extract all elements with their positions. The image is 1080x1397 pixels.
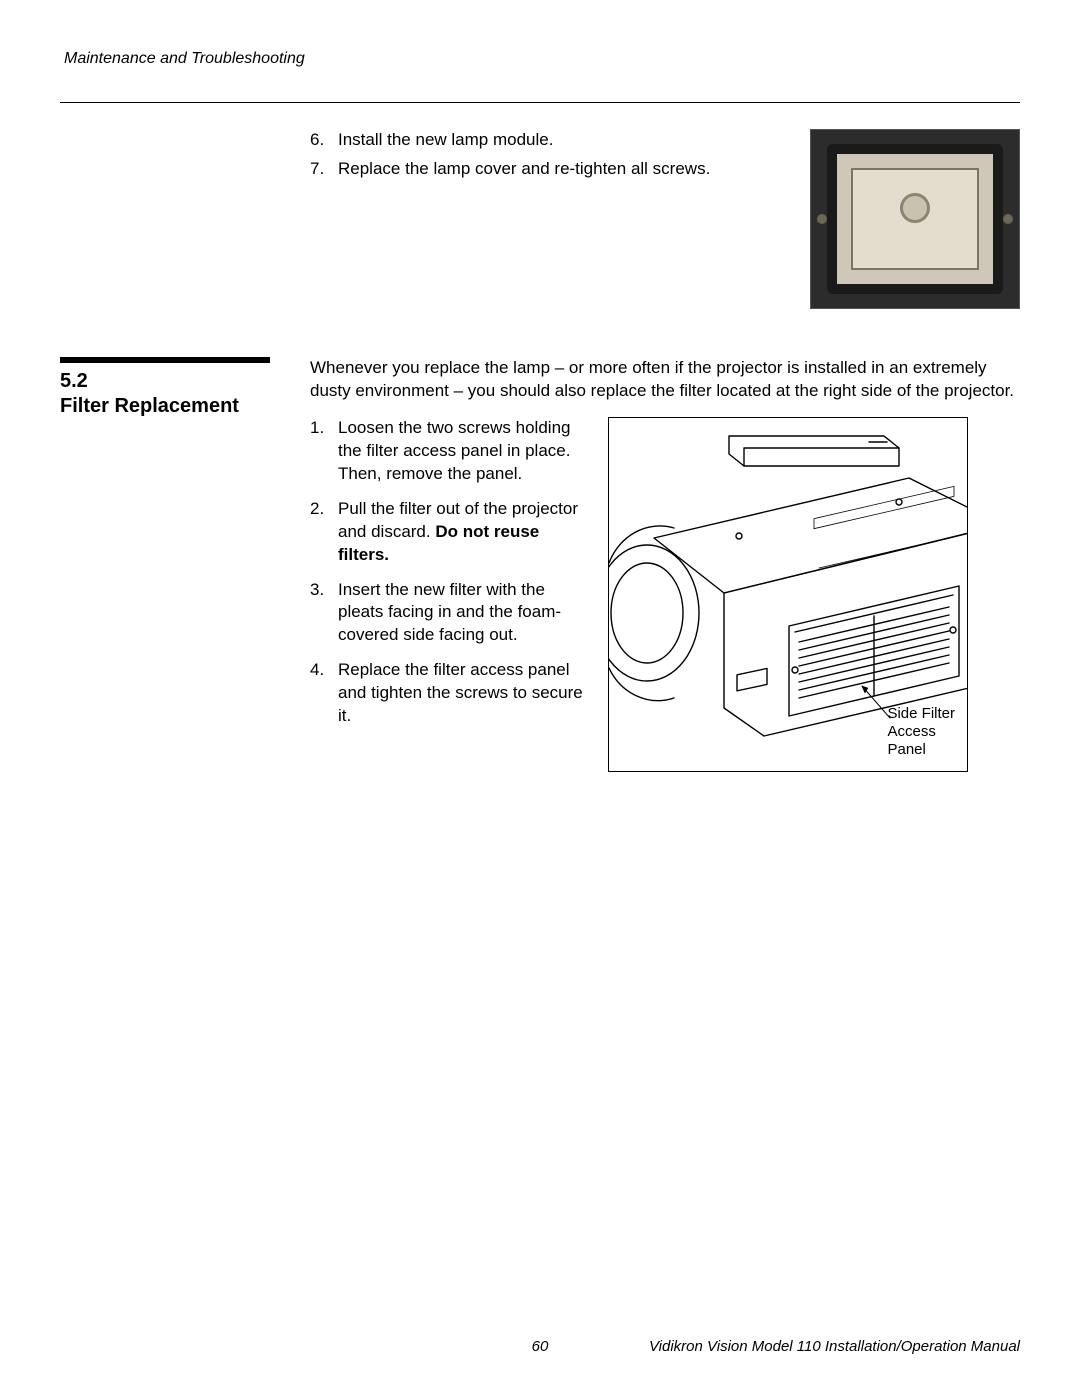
- projector-diagram: Side Filter Access Panel: [608, 417, 968, 772]
- step-text: Install the new lamp module.: [338, 129, 792, 152]
- top-rule: [60, 102, 1020, 103]
- section-row: 5.2 Filter Replacement Whenever you repl…: [60, 357, 1020, 772]
- footer-title: Vidikron Vision Model 110 Installation/O…: [649, 1338, 1020, 1355]
- step-number: 1.: [310, 417, 338, 486]
- page-footer: 60 Vidikron Vision Model 110 Installatio…: [60, 1338, 1020, 1355]
- section-body-col: Whenever you replace the lamp – or more …: [310, 357, 1020, 772]
- step-text: Loosen the two screws holding the filter…: [338, 417, 590, 486]
- list-item: 3. Insert the new filter with the pleats…: [310, 579, 590, 648]
- step-text: Replace the lamp cover and re-tighten al…: [338, 158, 792, 181]
- step-number: 3.: [310, 579, 338, 648]
- diagram-callout-label: Side Filter Access Panel: [887, 705, 955, 759]
- step-number: 6.: [310, 129, 338, 152]
- lamp-steps-col: 6. Install the new lamp module. 7. Repla…: [310, 129, 1020, 309]
- lamp-steps-list: 6. Install the new lamp module. 7. Repla…: [310, 129, 792, 187]
- list-item: 7. Replace the lamp cover and re-tighten…: [310, 158, 792, 181]
- filter-steps-list: 1. Loosen the two screws holding the fil…: [310, 417, 590, 728]
- step-text: Insert the new filter with the pleats fa…: [338, 579, 590, 648]
- list-item: 2. Pull the filter out of the projector …: [310, 498, 590, 567]
- page: Maintenance and Troubleshooting 6. Insta…: [0, 0, 1080, 1397]
- step-text: Pull the filter out of the projector and…: [338, 498, 590, 567]
- step-number: 2.: [310, 498, 338, 567]
- list-item: 4. Replace the filter access panel and t…: [310, 659, 590, 728]
- section-title: Filter Replacement: [60, 394, 290, 419]
- section-heading-col: 5.2 Filter Replacement: [60, 357, 290, 419]
- section-number: 5.2: [60, 369, 290, 394]
- page-number: 60: [532, 1338, 549, 1355]
- step-number: 4.: [310, 659, 338, 728]
- list-item: 6. Install the new lamp module.: [310, 129, 792, 152]
- list-item: 1. Loosen the two screws holding the fil…: [310, 417, 590, 486]
- section-intro: Whenever you replace the lamp – or more …: [310, 357, 1020, 403]
- running-head: Maintenance and Troubleshooting: [64, 50, 1020, 68]
- step-text: Replace the filter access panel and tigh…: [338, 659, 590, 728]
- filter-row: 1. Loosen the two screws holding the fil…: [310, 417, 1020, 772]
- lamp-module-photo: [810, 129, 1020, 309]
- section-bar: [60, 357, 270, 363]
- step-number: 7.: [310, 158, 338, 181]
- filter-steps-col: 1. Loosen the two screws holding the fil…: [310, 417, 590, 740]
- lamp-steps-row: 6. Install the new lamp module. 7. Repla…: [60, 129, 1020, 309]
